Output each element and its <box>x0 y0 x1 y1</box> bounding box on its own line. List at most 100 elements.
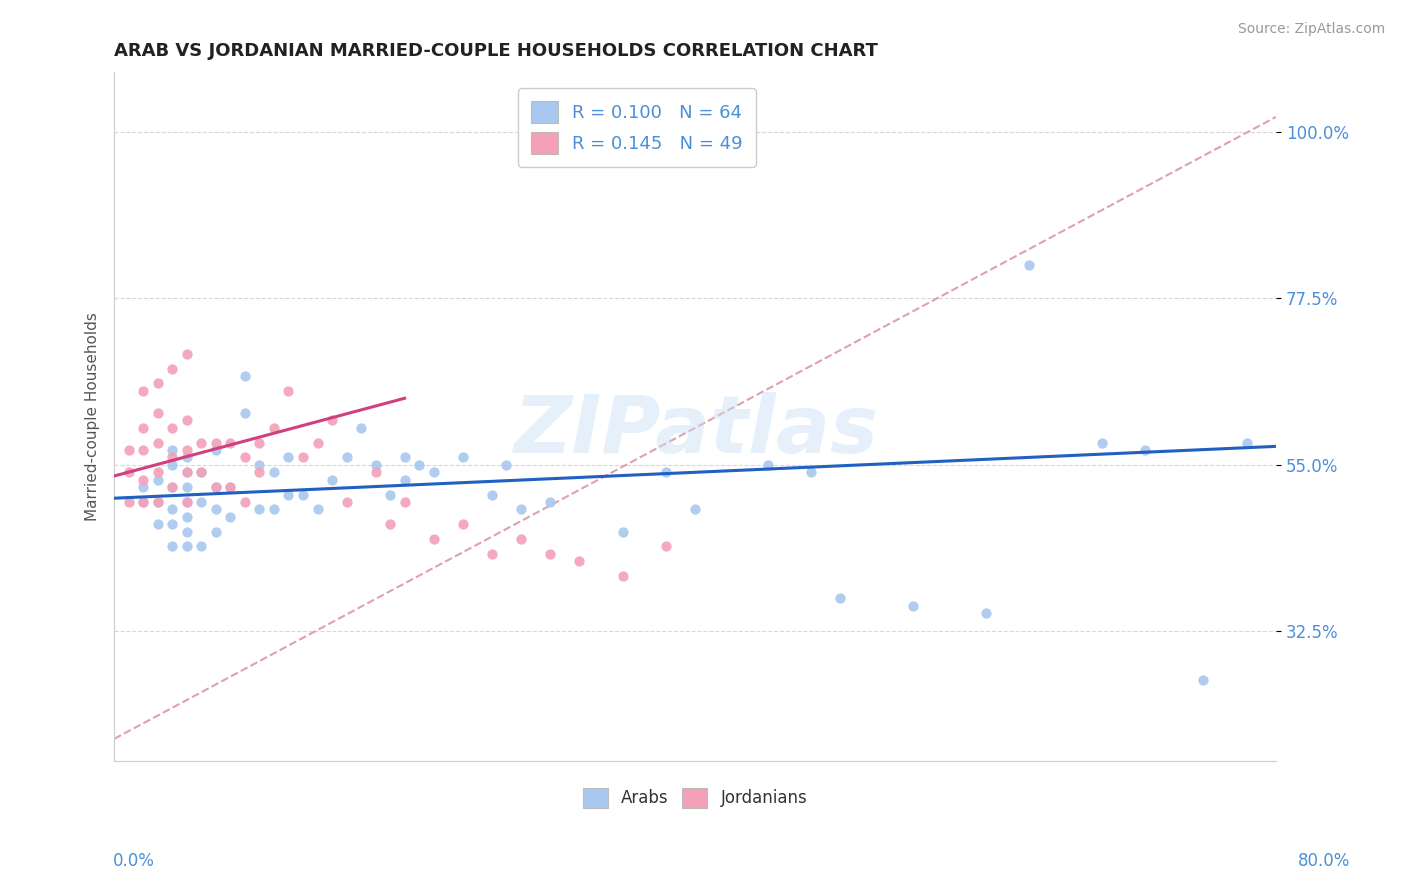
Point <box>277 450 299 465</box>
Point <box>190 465 212 479</box>
Point <box>176 443 198 458</box>
Point <box>335 495 357 509</box>
Point <box>277 487 299 501</box>
Point <box>249 502 271 516</box>
Point <box>132 480 155 494</box>
Point <box>118 465 141 479</box>
Point <box>538 547 561 561</box>
Point <box>307 502 329 516</box>
Point <box>146 473 169 487</box>
Point <box>249 435 271 450</box>
Text: ARAB VS JORDANIAN MARRIED-COUPLE HOUSEHOLDS CORRELATION CHART: ARAB VS JORDANIAN MARRIED-COUPLE HOUSEHO… <box>114 42 879 60</box>
Point <box>146 406 169 420</box>
Point <box>146 435 169 450</box>
Point <box>378 487 401 501</box>
Point <box>233 495 256 509</box>
Point <box>364 458 387 472</box>
Point <box>190 539 212 553</box>
Point <box>146 376 169 391</box>
Point <box>756 458 779 472</box>
Point <box>350 421 373 435</box>
Point <box>263 465 285 479</box>
Point <box>162 517 184 532</box>
Point <box>509 502 531 516</box>
Point <box>408 458 430 472</box>
Point <box>568 554 591 568</box>
Text: 80.0%: 80.0% <box>1298 852 1350 870</box>
Point <box>162 458 184 472</box>
Point <box>277 384 299 398</box>
Point <box>219 435 242 450</box>
Point <box>162 361 184 376</box>
Point <box>233 450 256 465</box>
Point <box>901 599 924 613</box>
Y-axis label: Married-couple Households: Married-couple Households <box>86 312 100 521</box>
Point <box>249 465 271 479</box>
Point <box>162 539 184 553</box>
Point <box>162 450 184 465</box>
Point <box>394 450 416 465</box>
Point <box>176 524 198 539</box>
Point <box>451 517 474 532</box>
Point <box>205 502 228 516</box>
Point <box>190 495 212 509</box>
Point <box>132 443 155 458</box>
Point <box>292 450 315 465</box>
Point <box>1091 435 1114 450</box>
Point <box>205 480 228 494</box>
Point <box>162 480 184 494</box>
Point <box>176 450 198 465</box>
Point <box>307 435 329 450</box>
Point <box>162 443 184 458</box>
Point <box>176 465 198 479</box>
Point <box>364 465 387 479</box>
Point <box>683 502 706 516</box>
Point <box>538 495 561 509</box>
Point <box>612 524 634 539</box>
Point <box>176 495 198 509</box>
Point <box>800 465 823 479</box>
Point <box>162 421 184 435</box>
Point <box>321 473 343 487</box>
Point <box>219 480 242 494</box>
Point <box>132 421 155 435</box>
Point <box>118 443 141 458</box>
Text: 0.0%: 0.0% <box>112 852 155 870</box>
Point <box>394 495 416 509</box>
Point <box>118 495 141 509</box>
Point <box>495 458 517 472</box>
Point <box>249 458 271 472</box>
Point <box>205 435 228 450</box>
Text: ZIPatlas: ZIPatlas <box>513 392 877 469</box>
Point <box>176 347 198 361</box>
Point <box>263 421 285 435</box>
Point <box>176 465 198 479</box>
Point <box>190 435 212 450</box>
Point <box>162 480 184 494</box>
Point <box>176 539 198 553</box>
Point <box>176 480 198 494</box>
Point <box>219 509 242 524</box>
Text: Source: ZipAtlas.com: Source: ZipAtlas.com <box>1237 22 1385 37</box>
Point <box>1135 443 1157 458</box>
Point <box>146 465 169 479</box>
Point <box>146 495 169 509</box>
Point <box>176 413 198 427</box>
Point <box>190 465 212 479</box>
Point <box>205 524 228 539</box>
Point <box>422 532 444 546</box>
Point <box>219 480 242 494</box>
Point <box>612 569 634 583</box>
Point <box>162 502 184 516</box>
Point <box>132 495 155 509</box>
Point <box>1236 435 1258 450</box>
Point <box>1018 258 1040 272</box>
Point <box>335 450 357 465</box>
Point <box>974 606 997 620</box>
Point <box>132 495 155 509</box>
Point <box>292 487 315 501</box>
Point <box>451 450 474 465</box>
Point <box>132 473 155 487</box>
Point <box>146 495 169 509</box>
Point <box>132 384 155 398</box>
